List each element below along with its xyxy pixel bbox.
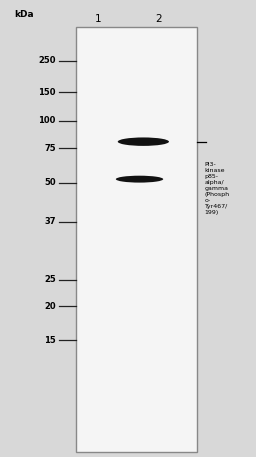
Text: 15: 15: [44, 336, 56, 345]
Text: 2: 2: [155, 14, 162, 24]
Text: 1: 1: [95, 14, 102, 24]
Text: 100: 100: [38, 116, 56, 125]
Ellipse shape: [118, 138, 169, 146]
Text: 75: 75: [44, 143, 56, 153]
Text: 20: 20: [44, 302, 56, 311]
Text: 150: 150: [38, 88, 56, 97]
Text: 50: 50: [44, 178, 56, 187]
Ellipse shape: [116, 175, 163, 183]
Text: 37: 37: [44, 217, 56, 226]
Text: 25: 25: [44, 275, 56, 284]
Text: kDa: kDa: [14, 10, 34, 19]
Bar: [76, 27, 197, 452]
Text: PI3-
kinase
p85-
alpha/
gamma
(Phosph
o-
Tyr467/
199): PI3- kinase p85- alpha/ gamma (Phosph o-…: [205, 162, 230, 215]
Text: 250: 250: [38, 56, 56, 65]
